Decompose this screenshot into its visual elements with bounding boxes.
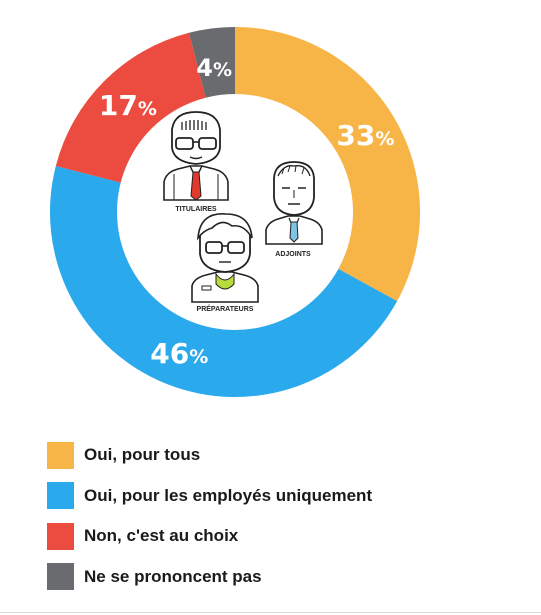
preparateurs-figure [191,213,259,303]
slice-oui-employes [49,165,398,397]
slice-ne-se-prononcent-pas [188,27,235,98]
adjoints-label: ADJOINTS [275,251,311,258]
chart-legend: Oui, pour tous Oui, pour les employés un… [47,440,372,602]
slice-oui-pour-tous [235,27,420,302]
slice-non-au-choix [55,32,206,183]
value-label: 4% [196,54,232,82]
value-label: 17% [99,89,157,122]
preparateurs-label: PRÉPARATEURS [197,304,254,313]
divider [0,612,541,613]
titulaires-label: TITULAIRES [175,206,217,213]
adjoints-figure [265,161,323,245]
legend-swatch [47,563,74,590]
donut-chart: 33% 46% 17% 4% TITULAIRES ADJOINTS [49,27,420,397]
legend-swatch [47,441,74,469]
legend-swatch [47,482,74,509]
legend-label: Oui, pour les employés uniquement [84,485,373,505]
legend-item-oui-employes: Oui, pour les employés uniquement [47,481,372,511]
legend-item-non-au-choix: Non, c'est au choix [47,521,372,551]
legend-label: Non, c'est au choix [84,526,239,545]
legend-label: Oui, pour tous [84,445,201,464]
value-label: 33% [336,119,394,152]
legend-item-ne-se-prononcent-pas: Ne se prononcent pas [47,562,372,592]
value-label: 46% [150,337,208,370]
legend-item-oui-pour-tous: Oui, pour tous [47,440,372,470]
donut-slices: 33% 46% 17% 4% [49,27,420,397]
titulaires-figure [163,111,229,201]
legend-swatch [47,522,74,550]
legend-label: Ne se prononcent pas [84,566,262,586]
